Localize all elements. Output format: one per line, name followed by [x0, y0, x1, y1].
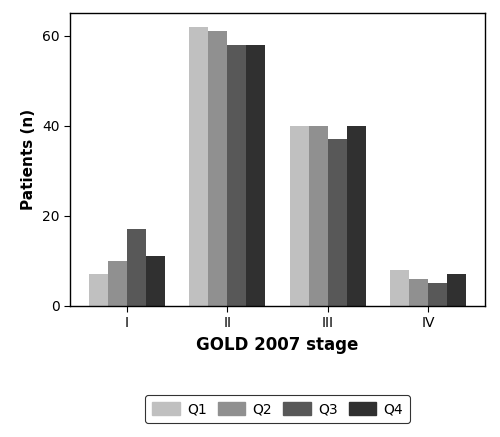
Bar	[390, 270, 409, 306]
Bar	[428, 283, 447, 306]
Bar	[346, 126, 366, 306]
Bar	[290, 126, 308, 306]
Bar	[328, 139, 346, 306]
Bar	[228, 45, 246, 306]
Bar	[208, 31, 228, 306]
Bar	[89, 274, 108, 306]
Bar	[308, 126, 328, 306]
Bar	[189, 27, 208, 306]
Bar	[127, 229, 146, 306]
Bar	[409, 279, 428, 306]
Y-axis label: Patients (n): Patients (n)	[22, 109, 36, 210]
Bar	[108, 261, 127, 306]
X-axis label: GOLD 2007 stage: GOLD 2007 stage	[196, 336, 358, 354]
Bar	[246, 45, 266, 306]
Legend: Q1, Q2, Q3, Q4: Q1, Q2, Q3, Q4	[145, 395, 410, 423]
Bar	[447, 274, 466, 306]
Bar	[146, 257, 165, 306]
